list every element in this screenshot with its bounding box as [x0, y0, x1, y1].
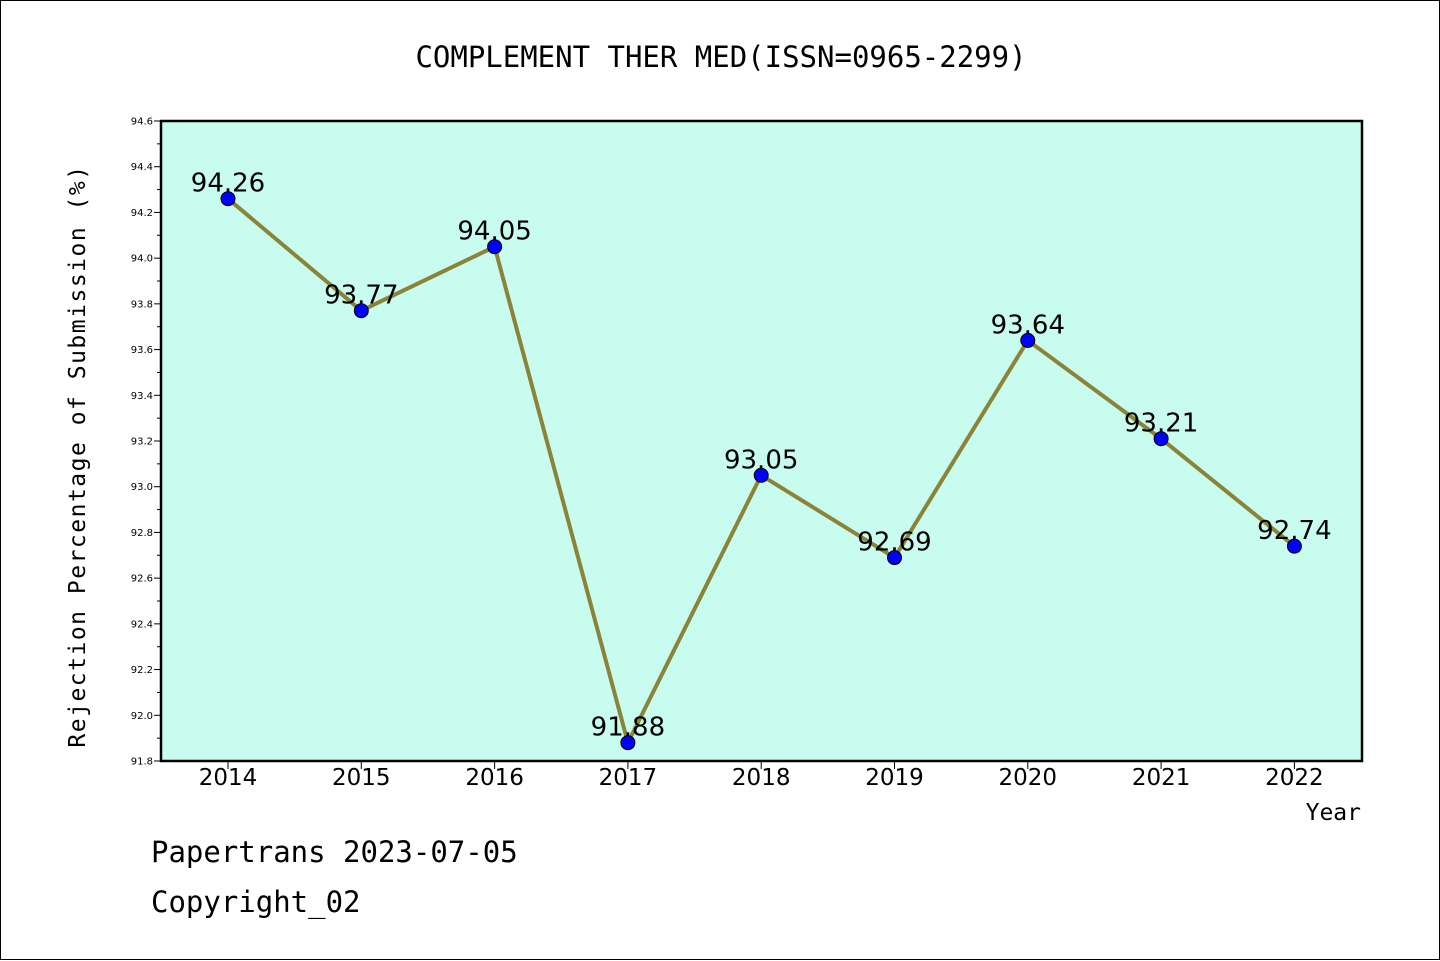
x-tick-label: 2016 [465, 765, 524, 791]
data-point [353, 303, 369, 319]
data-point [887, 550, 902, 566]
data-label: 92.74 [1257, 516, 1331, 546]
x-tick-label: 2020 [999, 765, 1058, 791]
y-tick-label: 94.0 [131, 254, 153, 265]
y-tick-label: 93.2 [131, 437, 153, 448]
data-point [220, 191, 236, 207]
y-tick-label: 93.0 [131, 482, 153, 493]
y-tick-label: 94.2 [131, 208, 153, 219]
data-point [487, 239, 503, 255]
x-axis-label: Year [1306, 800, 1361, 826]
data-points [220, 191, 1302, 751]
data-label: 94.05 [457, 217, 531, 247]
data-labels: 94.26 93.77 94.05 91.88 93.05 92.69 93.64 93.21… [191, 169, 1332, 743]
data-label: 93.05 [724, 445, 798, 475]
data-point [753, 467, 769, 483]
data-label: 91.88 [591, 713, 665, 743]
data-point [1020, 332, 1036, 348]
x-axis: 2014 2015 2016 2017 2018 2019 2020 2021 2022 [199, 761, 1324, 791]
chart-title: COMPLEMENT THER MED(ISSN=0965-2299) [415, 40, 1026, 74]
x-tick-label: 2022 [1265, 765, 1324, 791]
data-point [1286, 538, 1302, 554]
data-point [620, 735, 636, 751]
x-tick-label: 2015 [332, 765, 391, 791]
y-tick-label: 92.4 [131, 619, 153, 630]
y-axis-label: Rejection Percentage of Submission (%) [65, 164, 91, 747]
x-tick-label: 2017 [599, 765, 658, 791]
data-label: 94.26 [191, 169, 265, 199]
y-tick-label: 92.6 [131, 574, 153, 585]
data-point [1153, 431, 1169, 447]
y-tick-label: 93.6 [131, 345, 153, 356]
data-label: 93.77 [324, 281, 398, 311]
y-tick-label: 94.4 [131, 162, 153, 173]
x-tick-label: 2019 [865, 765, 924, 791]
x-tick-label: 2021 [1132, 765, 1191, 791]
data-label: 93.64 [991, 310, 1065, 340]
source-note: Papertrans 2023-07-05 [151, 835, 518, 869]
y-tick-label: 91.8 [131, 757, 153, 768]
data-label: 92.69 [857, 528, 931, 558]
x-tick-label: 2018 [732, 765, 791, 791]
y-tick-label: 92.2 [131, 665, 153, 676]
data-label: 93.21 [1124, 409, 1198, 439]
y-tick-label: 94.6 [131, 117, 153, 128]
y-axis: 91.8 92.0 92.2 92.4 92.6 92.8 93.0 93.2 93.4 93.6… [131, 117, 161, 768]
plot-area [161, 121, 1362, 761]
y-tick-label: 92.8 [131, 528, 153, 539]
y-tick-label: 93.8 [131, 299, 153, 310]
copyright-note: Copyright_02 [151, 885, 361, 919]
x-tick-label: 2014 [199, 765, 258, 791]
plot-frame [159, 119, 1364, 763]
y-tick-label: 93.4 [131, 391, 153, 402]
y-tick-label: 92.0 [131, 711, 153, 722]
